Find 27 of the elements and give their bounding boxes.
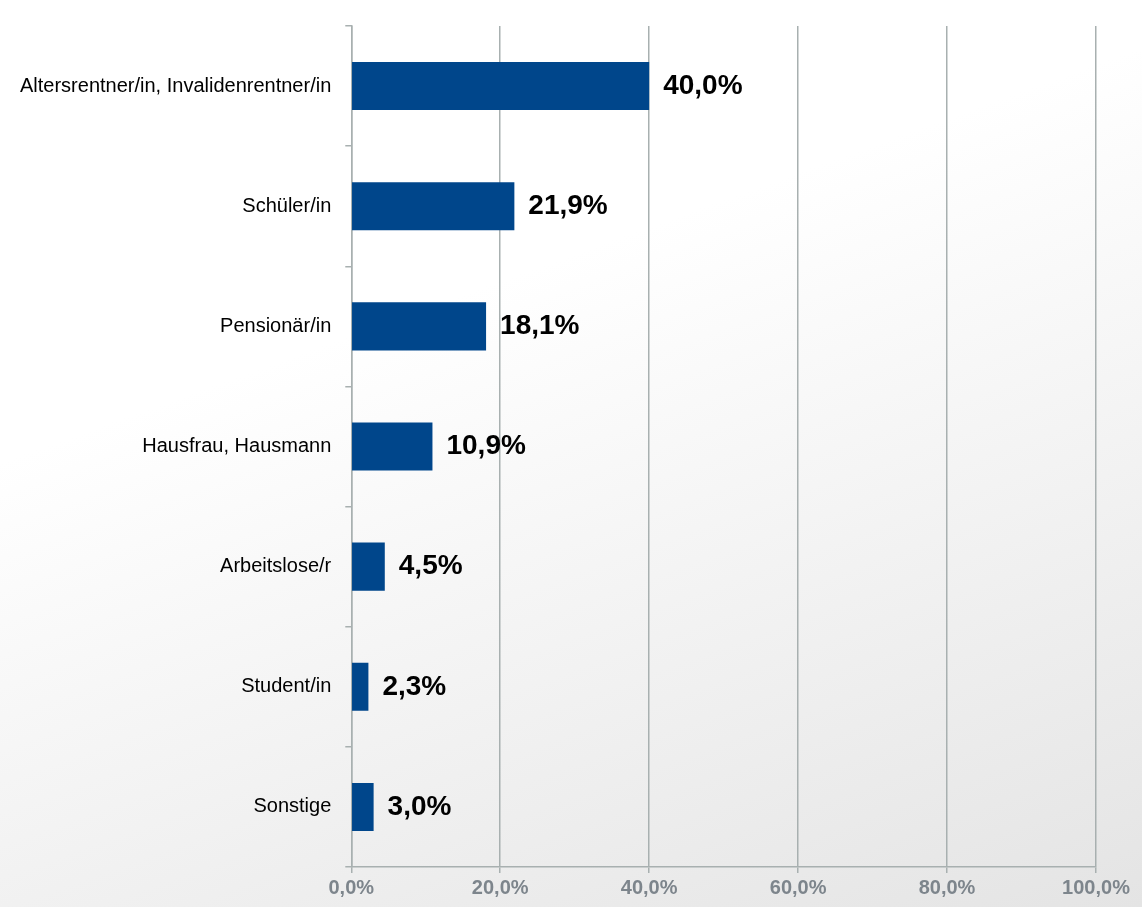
data-label: 3,0% [387, 789, 452, 821]
bar [352, 782, 374, 831]
data-label: 18,1% [500, 309, 580, 341]
x-tick-label: 80,0% [918, 875, 976, 898]
bar [352, 62, 650, 111]
data-label: 2,3% [382, 669, 447, 701]
data-label: 21,9% [528, 188, 608, 220]
y-tick-label: Altersrentner/in, Invalidenrentner/in [20, 73, 332, 96]
y-tick-label: Sonstige [253, 794, 332, 817]
bar [352, 662, 369, 711]
bar [352, 542, 385, 591]
x-tick-label: 40,0% [620, 875, 678, 898]
bar [352, 182, 515, 231]
data-label: 10,9% [446, 429, 526, 461]
y-tick-label: Hausfrau, Hausmann [142, 434, 332, 457]
x-tick-label: 60,0% [769, 875, 827, 898]
bar [352, 422, 433, 471]
bar [352, 302, 487, 351]
y-tick-label: Arbeitslose/r [220, 554, 332, 577]
x-tick-label: 20,0% [471, 875, 529, 898]
x-tick-label: 100,0% [1062, 875, 1131, 898]
y-tick-label: Schüler/in [242, 193, 332, 216]
y-tick-label: Student/in [241, 674, 332, 697]
data-label: 4,5% [398, 549, 463, 581]
x-tick-label: 0,0% [328, 875, 375, 898]
data-label: 40,0% [663, 68, 743, 100]
y-tick-label: Pensionär/in [220, 313, 332, 336]
